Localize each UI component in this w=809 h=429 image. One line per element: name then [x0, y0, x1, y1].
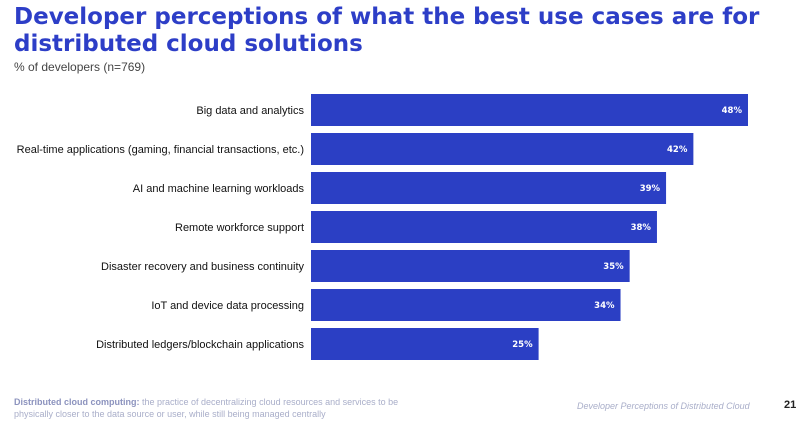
page-number: 21: [784, 399, 797, 411]
category-label: Remote workforce support: [175, 222, 304, 234]
bar: [311, 289, 621, 321]
chart-subtitle: % of developers (n=769): [14, 60, 146, 74]
category-label: Distributed ledgers/blockchain applicati…: [96, 339, 304, 351]
category-label: Big data and analytics: [196, 105, 304, 117]
category-label: AI and machine learning workloads: [133, 183, 305, 195]
footer-definition: Distributed cloud computing: the practic…: [14, 396, 434, 420]
value-label: 38%: [631, 223, 652, 233]
value-label: 34%: [594, 301, 615, 311]
bar: [311, 250, 630, 282]
value-label: 35%: [603, 262, 624, 272]
value-label: 25%: [512, 340, 533, 350]
chart-title: Developer perceptions of what the best u…: [14, 4, 760, 57]
bar: [311, 172, 667, 204]
bar: [311, 94, 748, 126]
value-label: 39%: [640, 184, 661, 194]
definition-term: Distributed cloud computing:: [14, 397, 140, 407]
category-label: Real-time applications (gaming, financia…: [17, 144, 304, 156]
value-label: 48%: [722, 106, 743, 116]
bar: [311, 133, 694, 165]
definition-text: the practice of decentralizing cloud res…: [14, 397, 399, 419]
bar: [311, 211, 657, 243]
category-label: Disaster recovery and business continuit…: [101, 261, 304, 273]
category-label: IoT and device data processing: [151, 300, 304, 312]
bar: [311, 328, 539, 360]
value-label: 42%: [667, 145, 688, 155]
bar-chart: Big data and analytics 48% Real-time appli…: [17, 94, 748, 360]
footer-source: Developer Perceptions of Distributed Clo…: [577, 401, 750, 411]
